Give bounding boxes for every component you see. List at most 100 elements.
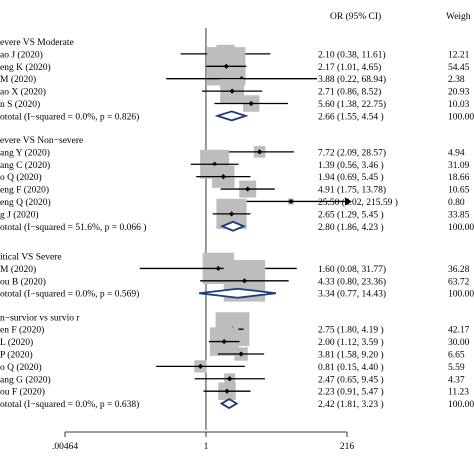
study-point xyxy=(227,376,233,382)
study-weight: 54.45 xyxy=(448,63,470,73)
subtotal-diamond xyxy=(219,220,247,232)
subtotal-diamond xyxy=(214,110,249,122)
study-weight: 5.59 xyxy=(448,363,465,373)
study-weight: 31.09 xyxy=(448,161,470,171)
subtotal-weight: 100.00 xyxy=(448,112,474,122)
study-label: eng K (2020) xyxy=(0,62,51,73)
study-ci: 2.23 (0.91, 5.47 ) xyxy=(318,387,384,398)
study-label: P (2020) xyxy=(0,349,33,360)
header-weight: Weigh xyxy=(446,12,471,22)
study-point xyxy=(223,63,229,69)
header-ci: OR (95% CI) xyxy=(330,11,381,22)
study-weight: 18.66 xyxy=(448,173,470,183)
study-point xyxy=(238,351,244,357)
study-point xyxy=(288,198,294,205)
study-point xyxy=(245,186,251,192)
study-ci: 2.47 (0.65, 9.45 ) xyxy=(318,374,384,385)
study-label: ang C (2020) xyxy=(0,160,50,171)
study-ci: 2.17 (1.01, 4.65) xyxy=(318,62,381,73)
subtotal-label: ototal (I−squared = 51.6%, p = 0.066 ) xyxy=(0,222,146,233)
study-weight: 36.28 xyxy=(448,265,470,275)
study-label: eng F (2020) xyxy=(0,185,49,196)
study-point xyxy=(248,100,254,107)
subtotal-ci: 2.42 (1.81, 3.23 ) xyxy=(318,399,384,410)
study-ci: 4.33 (0.80, 23.36) xyxy=(318,276,386,287)
study-ci: 0.81 (0.15, 4.40 ) xyxy=(318,362,384,373)
study-point xyxy=(220,174,226,180)
study-point xyxy=(215,265,221,272)
subtotal-weight: 100.00 xyxy=(448,400,474,410)
study-weight: 4.37 xyxy=(448,375,465,385)
x-tick-label: 216 xyxy=(340,442,355,452)
study-ci: 3.81 (1.58, 9.20 ) xyxy=(318,349,384,360)
study-label: L (2020) xyxy=(0,337,33,348)
study-label: o Q (2020) xyxy=(0,362,42,373)
x-tick-label: 1 xyxy=(204,442,209,452)
subtotal-ci: 3.34 (0.77, 14.43) xyxy=(318,289,386,300)
study-label: M (2020) xyxy=(0,264,36,275)
study-point xyxy=(241,278,248,284)
study-ci: 4.91 (1.75, 13.78) xyxy=(318,185,386,196)
study-point xyxy=(256,149,263,155)
subtotal-label: ototal (I−squared = 0.0%, p = 0.826) xyxy=(0,111,139,122)
study-point xyxy=(224,388,230,394)
x-axis: .00464 1 216 xyxy=(52,431,355,452)
group-title: itical VS Severe xyxy=(0,253,62,263)
subtotal-label: ototal (I−squared = 0.0%, p = 0.638) xyxy=(0,399,139,410)
study-ci: 2.00 (1.12, 3.59 ) xyxy=(318,337,384,348)
study-ci: 2.65 (1.29, 5.45 ) xyxy=(318,209,384,220)
group-title: evere VS Non−severe xyxy=(0,136,83,146)
subtotal-diamond xyxy=(219,398,239,410)
study-label: eng Q (2020) xyxy=(0,197,51,208)
study-label: ao X (2020) xyxy=(0,87,46,98)
group-title: evere VS Moderate xyxy=(0,38,74,48)
study-weight: 11.23 xyxy=(448,388,469,398)
study-label: ang Y (2020) xyxy=(0,147,50,158)
x-tick-label: .00464 xyxy=(52,442,78,452)
ci-arrow xyxy=(345,197,352,206)
subtotal-ci: 2.66 (1.55, 4.54 ) xyxy=(318,111,384,122)
study-label: n S (2020) xyxy=(0,99,40,110)
study-ci: 5.60 (1.38, 22.75) xyxy=(318,99,386,110)
study-weight: 42.17 xyxy=(448,326,470,336)
study-point xyxy=(228,211,235,217)
subtotal-diamond xyxy=(199,287,277,299)
study-weight: 30.00 xyxy=(448,338,470,348)
subtotal-label: ototal (I−squared = 0.0%, p = 0.569) xyxy=(0,289,139,300)
study-weight: 20.93 xyxy=(448,88,470,98)
study-point xyxy=(221,338,227,345)
study-label: en F (2020) xyxy=(0,325,44,336)
study-label: M (2020) xyxy=(0,74,36,85)
study-point xyxy=(229,88,235,94)
study-ci: 2.10 (0.38, 11.61) xyxy=(318,49,386,60)
subtotal-weight: 100.00 xyxy=(448,290,474,300)
study-weight: 10.65 xyxy=(448,186,470,196)
study-point xyxy=(197,363,204,369)
study-weight: 63.72 xyxy=(448,277,470,287)
study-label: ao J (2020) xyxy=(0,49,43,60)
study-ci: 7.72 (2.09, 28.57) xyxy=(318,147,386,158)
study-weight: 6.65 xyxy=(448,350,465,360)
study-weight: 0.80 xyxy=(448,198,465,208)
study-ci: 25.50 (3.02, 215.59 ) xyxy=(318,197,398,208)
study-label: g J (2020) xyxy=(0,209,39,220)
study-ci: 1.39 (0.56, 3.46 ) xyxy=(318,160,384,171)
study-ci: 1.60 (0.08, 31.77) xyxy=(318,264,386,275)
study-ci: 2.75 (1.80, 4.19 ) xyxy=(318,325,384,336)
study-weight: 2.38 xyxy=(448,75,465,85)
study-weight: 33.85 xyxy=(448,210,470,220)
study-weight: 10.03 xyxy=(448,100,470,110)
study-label: ou F (2020) xyxy=(0,387,45,398)
study-ci: 1.94 (0.69, 5.45 ) xyxy=(318,172,384,183)
study-label: o Q (2020) xyxy=(0,172,42,183)
study-ci: 2.71 (0.86, 8.52) xyxy=(318,87,381,98)
study-weight: 4.94 xyxy=(448,148,465,158)
study-weight: 12.21 xyxy=(448,50,470,60)
study-label: ou B (2020) xyxy=(0,276,46,287)
subtotal-weight: 100.00 xyxy=(448,223,474,233)
study-ci: 3.88 (0.22, 68.94) xyxy=(318,74,386,85)
study-label: ang G (2020) xyxy=(0,374,51,385)
group-title: n−survior vs survio r xyxy=(0,313,80,323)
